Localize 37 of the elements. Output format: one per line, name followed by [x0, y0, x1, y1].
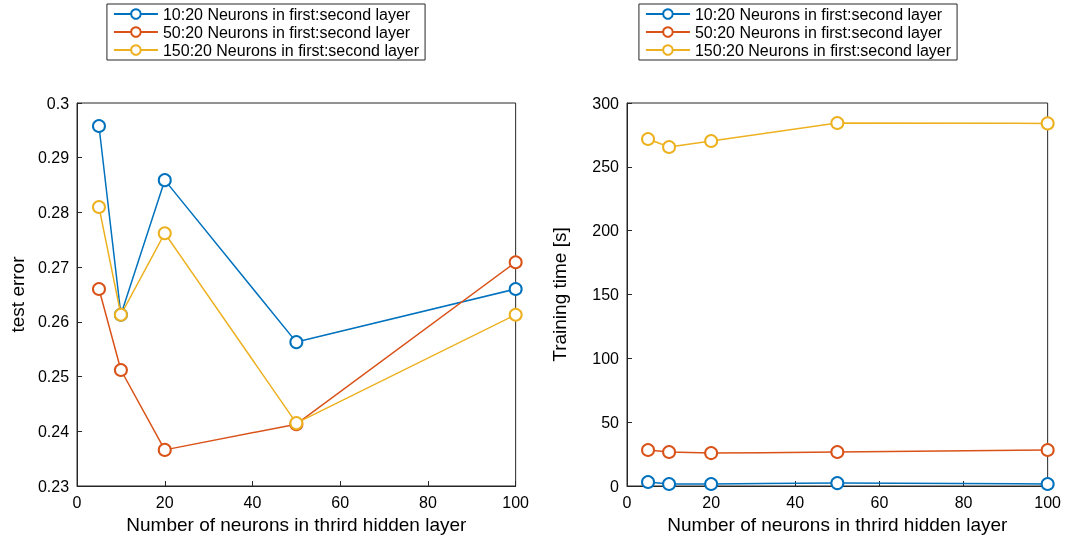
- y-tick-label: 0.3: [46, 94, 70, 112]
- y-tick-label: 0.27: [37, 258, 70, 276]
- x-tick-label: 0: [72, 493, 82, 511]
- x-axis-title: Number of neurons in thrird hidden layer: [126, 513, 468, 535]
- x-tick-label: 0: [622, 493, 632, 511]
- x-tick-label: 100: [1034, 493, 1062, 511]
- x-tick-label: 60: [331, 493, 350, 511]
- x-tick-label: 20: [155, 493, 174, 511]
- legend-label: 50:20 Neurons in first:second layer: [694, 23, 943, 41]
- x-tick-label: 40: [243, 493, 262, 511]
- y-tick-label: 0.25: [37, 368, 70, 386]
- x-tick-label: 100: [502, 493, 530, 511]
- legend-label: 10:20 Neurons in first:second layer: [694, 5, 943, 23]
- x-tick-label: 80: [419, 493, 437, 511]
- y-tick-label: 0.29: [37, 149, 70, 167]
- x-tick-label: 60: [870, 493, 889, 511]
- y-tick-label: 0.26: [37, 313, 70, 331]
- y-tick-label: 50: [601, 413, 620, 431]
- x-tick-label: 20: [702, 493, 721, 511]
- y-axis-title: test error: [7, 255, 28, 333]
- y-tick-label: 0.23: [37, 477, 70, 495]
- legend-label: 10:20 Neurons in first:second layer: [162, 5, 411, 23]
- y-tick-label: 0.28: [37, 203, 70, 221]
- legend-label: 50:20 Neurons in first:second layer: [162, 23, 411, 41]
- y-tick-label: 100: [592, 349, 620, 367]
- y-tick-label: 0.24: [37, 422, 70, 440]
- legend-label: 150:20 Neurons in first:second layer: [162, 41, 420, 59]
- y-tick-label: 250: [592, 158, 620, 176]
- y-tick-label: 150: [592, 286, 620, 303]
- y-tick-label: 200: [592, 222, 620, 240]
- legend-label: 150:20 Neurons in first:second layer: [694, 41, 952, 59]
- x-tick-label: 40: [786, 493, 805, 511]
- y-tick-label: 300: [592, 94, 620, 112]
- x-tick-label: 80: [954, 493, 973, 511]
- y-tick-label: 0: [610, 477, 620, 495]
- x-axis-title: Number of neurons in thrird hidden layer: [667, 513, 1009, 535]
- y-axis-title: Training time [s]: [549, 227, 570, 362]
